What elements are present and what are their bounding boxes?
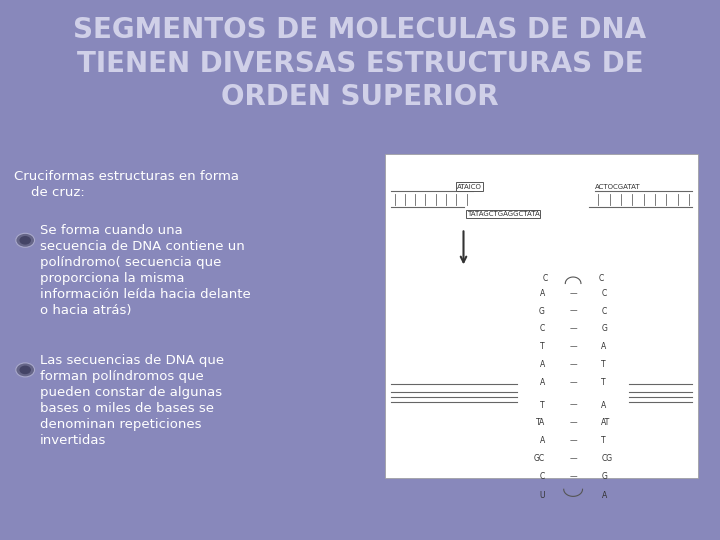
- Circle shape: [19, 366, 31, 374]
- Text: —: —: [570, 418, 577, 427]
- Text: —: —: [570, 472, 577, 481]
- Text: C: C: [599, 274, 604, 283]
- Text: A: A: [601, 342, 606, 351]
- Text: —: —: [570, 454, 577, 463]
- Text: ATAICO: ATAICO: [457, 184, 482, 190]
- Text: C: C: [540, 472, 545, 481]
- Text: G: G: [601, 472, 607, 481]
- Text: TATAGCTGAGGCTATA: TATAGCTGAGGCTATA: [467, 211, 539, 217]
- Text: —: —: [570, 436, 577, 445]
- Text: —: —: [570, 307, 577, 315]
- Text: C: C: [601, 289, 606, 298]
- Text: —: —: [570, 289, 577, 298]
- Text: —: —: [570, 378, 577, 387]
- Text: T: T: [540, 342, 545, 351]
- Text: C: C: [601, 307, 606, 315]
- Text: ACTOCGATAT: ACTOCGATAT: [595, 184, 641, 190]
- Text: A: A: [601, 401, 606, 409]
- Circle shape: [16, 363, 35, 377]
- Text: G: G: [539, 307, 545, 315]
- Circle shape: [16, 233, 35, 247]
- Text: —: —: [570, 360, 577, 369]
- Bar: [385, 154, 698, 478]
- Text: T: T: [601, 378, 606, 387]
- Circle shape: [19, 236, 31, 245]
- Text: TA: TA: [536, 418, 545, 427]
- Text: —: —: [570, 401, 577, 409]
- Text: C: C: [542, 274, 547, 283]
- Text: —: —: [570, 342, 577, 351]
- Text: GC: GC: [534, 454, 545, 463]
- Text: Las secuencias de DNA que
forman políndromos que
pueden constar de algunas
bases: Las secuencias de DNA que forman políndr…: [40, 354, 224, 447]
- Text: AT: AT: [601, 418, 611, 427]
- Text: C: C: [540, 325, 545, 333]
- Text: Se forma cuando una
secuencia de DNA contiene un
políndromo( secuencia que
propo: Se forma cuando una secuencia de DNA con…: [40, 224, 251, 317]
- Text: U: U: [539, 491, 544, 500]
- Text: Cruciformas estructuras en forma
    de cruz:: Cruciformas estructuras en forma de cruz…: [14, 170, 239, 199]
- Text: CG: CG: [601, 454, 613, 463]
- Text: A: A: [602, 491, 607, 500]
- Text: T: T: [540, 401, 545, 409]
- Text: A: A: [540, 289, 545, 298]
- Text: A: A: [540, 360, 545, 369]
- Text: G: G: [601, 325, 607, 333]
- Text: T: T: [601, 360, 606, 369]
- Text: A: A: [540, 378, 545, 387]
- Text: A: A: [540, 436, 545, 445]
- Text: T: T: [601, 436, 606, 445]
- Text: —: —: [570, 325, 577, 333]
- Text: SEGMENTOS DE MOLECULAS DE DNA
TIENEN DIVERSAS ESTRUCTURAS DE
ORDEN SUPERIOR: SEGMENTOS DE MOLECULAS DE DNA TIENEN DIV…: [73, 16, 647, 111]
